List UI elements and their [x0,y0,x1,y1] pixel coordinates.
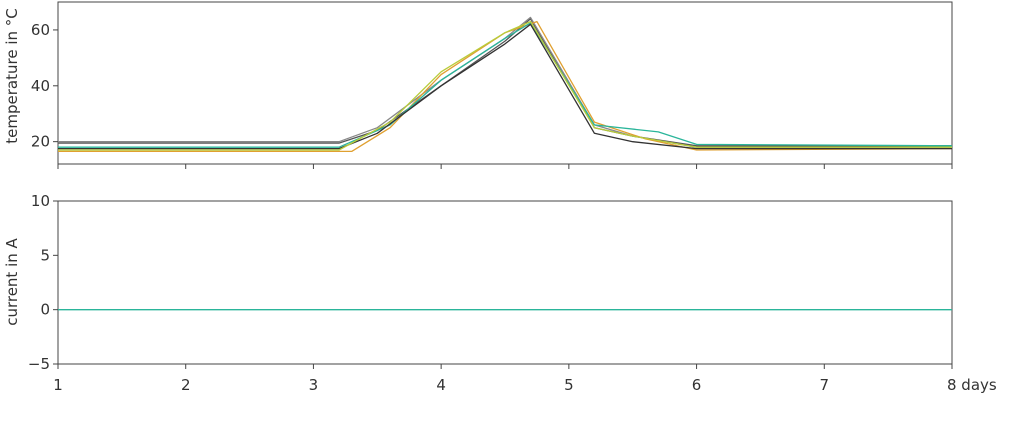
series-line [58,16,952,148]
current-axis-title: current in A [3,237,21,325]
y-tick-label: 0 [40,301,50,319]
current-plot-frame [57,200,953,365]
x-tick-label: 3 [309,376,319,394]
x-tick-label: 8 days [947,376,997,394]
y-tick-label: 20 [31,133,50,151]
x-tick-label: 4 [436,376,446,394]
temperature-series-group [58,16,953,153]
series-line [58,20,952,151]
y-tick-label: 10 [31,192,50,210]
temperature-panel: 20 40 60 temperature in °C [3,1,953,169]
temperature-x-ticks [57,164,953,169]
y-tick-label: 60 [31,21,50,39]
temperature-axis-title: temperature in °C [3,8,21,143]
series-line [58,23,952,150]
current-panel: −5 0 5 10 current in A [3,192,953,373]
y-tick-label: −5 [28,355,50,373]
x-tick-label: 5 [564,376,574,394]
x-tick-label: 1 [53,376,63,394]
y-tick-label: 40 [31,77,50,95]
x-tick-label: 6 [692,376,702,394]
series-line [58,20,953,153]
x-tick-label: 7 [820,376,830,394]
temperature-plot-frame [57,1,953,165]
x-axis-tick-labels: 1 2 3 4 5 6 7 8 days [53,376,997,394]
temperature-y-axis-ticks: 20 40 60 [31,21,58,151]
x-tick-label: 2 [181,376,191,394]
y-tick-label: 5 [40,246,50,264]
current-x-ticks [57,364,953,369]
current-y-axis-ticks: −5 0 5 10 [28,192,58,373]
